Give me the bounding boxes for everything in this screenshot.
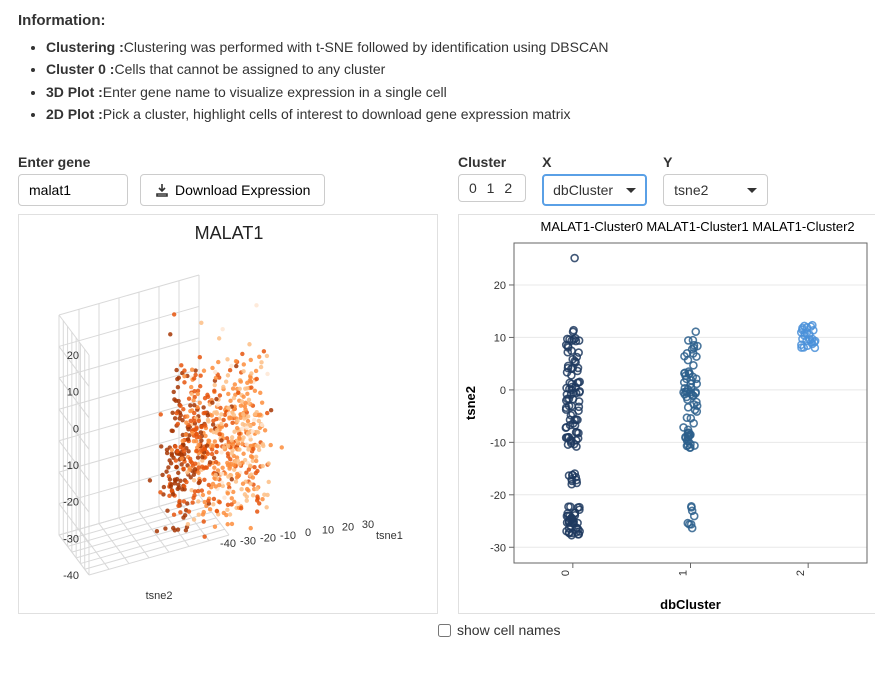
svg-text:10: 10	[494, 333, 506, 345]
download-icon	[155, 183, 169, 197]
chevron-down-icon	[626, 188, 636, 193]
svg-text:-10: -10	[63, 460, 79, 472]
svg-text:0: 0	[305, 527, 311, 539]
svg-text:MALAT1: MALAT1	[195, 223, 264, 243]
show-cell-names-checkbox[interactable]	[438, 624, 451, 637]
svg-text:20: 20	[67, 350, 79, 362]
svg-text:MALAT1-Cluster2: MALAT1-Cluster2	[752, 219, 854, 234]
svg-text:1: 1	[678, 570, 690, 576]
cluster-input[interactable]: 0 1 2	[458, 174, 526, 202]
info-item: Cluster 0 :Cells that cannot be assigned…	[46, 59, 857, 79]
info-item: 3D Plot :Enter gene name to visualize ex…	[46, 82, 857, 102]
gene-label: Enter gene	[18, 154, 438, 170]
gene-input[interactable]	[18, 174, 128, 206]
svg-text:-30: -30	[63, 534, 79, 546]
svg-text:20: 20	[342, 522, 354, 534]
y-select-value: tsne2	[674, 182, 708, 198]
svg-text:30: 30	[362, 519, 374, 531]
svg-text:10: 10	[67, 387, 79, 399]
plot-2d[interactable]: MALAT1-Cluster0 MALAT1-Cluster1 MALAT1-Clu…	[459, 215, 875, 615]
svg-text:20: 20	[494, 280, 506, 292]
download-expression-label: Download Expression	[175, 182, 310, 198]
info-list: Clustering :Clustering was performed wit…	[18, 37, 857, 124]
info-heading: Information:	[18, 12, 857, 29]
svg-text:-30: -30	[240, 535, 256, 547]
svg-text:-20: -20	[490, 490, 506, 502]
info-item: 2D Plot :Pick a cluster, highlight cells…	[46, 104, 857, 124]
svg-text:-10: -10	[490, 438, 506, 450]
svg-text:0: 0	[73, 424, 79, 436]
svg-text:tsne2: tsne2	[463, 386, 478, 420]
svg-text:0: 0	[500, 385, 506, 397]
download-expression-button[interactable]: Download Expression	[140, 174, 325, 206]
svg-text:MALAT1-Cluster1: MALAT1-Cluster1	[646, 219, 748, 234]
svg-text:2: 2	[795, 570, 807, 576]
svg-text:0: 0	[560, 570, 572, 576]
svg-text:tsne1: tsne1	[376, 530, 403, 542]
svg-text:tsne2: tsne2	[146, 590, 173, 602]
svg-text:-40: -40	[220, 538, 236, 550]
plot-3d[interactable]: MALAT1 -40 -30 -20 -10 0 10 20 -40 -30 -20 -10 0 10 20…	[19, 215, 439, 615]
x-select[interactable]: dbCluster	[542, 174, 647, 206]
svg-text:dbCluster: dbCluster	[660, 597, 721, 612]
x-label: X	[542, 154, 647, 170]
plot-2d-panel: MALAT1-Cluster0 MALAT1-Cluster1 MALAT1-Clu…	[458, 214, 875, 614]
cluster-label: Cluster	[458, 154, 526, 170]
svg-text:MALAT1-Cluster0: MALAT1-Cluster0	[540, 219, 642, 234]
plot-3d-panel: MALAT1 -40 -30 -20 -10 0 10 20 -40 -30 -20 -10 0 10 20…	[18, 214, 438, 614]
info-item: Clustering :Clustering was performed wit…	[46, 37, 857, 57]
svg-text:10: 10	[322, 525, 334, 537]
x-select-value: dbCluster	[553, 182, 613, 198]
svg-text:-10: -10	[280, 530, 296, 542]
svg-text:-20: -20	[260, 533, 276, 545]
show-cell-names-label: show cell names	[457, 622, 561, 638]
svg-text:-20: -20	[63, 497, 79, 509]
chevron-down-icon	[747, 188, 757, 193]
svg-text:-40: -40	[63, 570, 79, 582]
svg-text:-30: -30	[490, 542, 506, 554]
show-cell-names-row[interactable]: show cell names	[438, 622, 857, 638]
y-label: Y	[663, 154, 768, 170]
y-select[interactable]: tsne2	[663, 174, 768, 206]
